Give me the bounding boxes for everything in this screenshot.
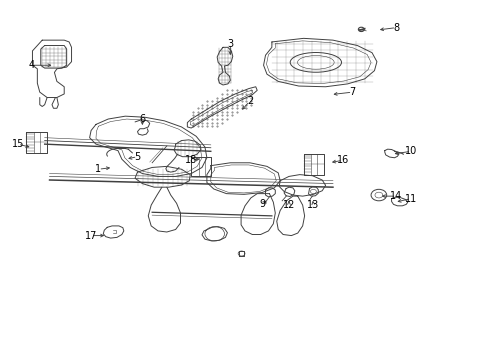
Text: 16: 16	[337, 155, 349, 165]
Text: 14: 14	[391, 191, 403, 201]
Text: 3: 3	[227, 39, 233, 49]
Text: 7: 7	[349, 87, 356, 97]
Text: 18: 18	[185, 155, 197, 165]
Text: 9: 9	[259, 199, 265, 210]
Text: 10: 10	[405, 146, 417, 156]
Text: 11: 11	[405, 194, 417, 204]
Text: 6: 6	[139, 114, 146, 124]
Text: 15: 15	[12, 139, 24, 149]
Text: 1: 1	[96, 164, 101, 174]
Text: 4: 4	[28, 60, 34, 70]
Text: 13: 13	[307, 200, 319, 210]
Text: 2: 2	[247, 96, 253, 106]
Text: 12: 12	[283, 200, 295, 210]
Text: 8: 8	[393, 23, 399, 33]
Text: 17: 17	[85, 231, 98, 240]
Text: 5: 5	[134, 152, 141, 162]
